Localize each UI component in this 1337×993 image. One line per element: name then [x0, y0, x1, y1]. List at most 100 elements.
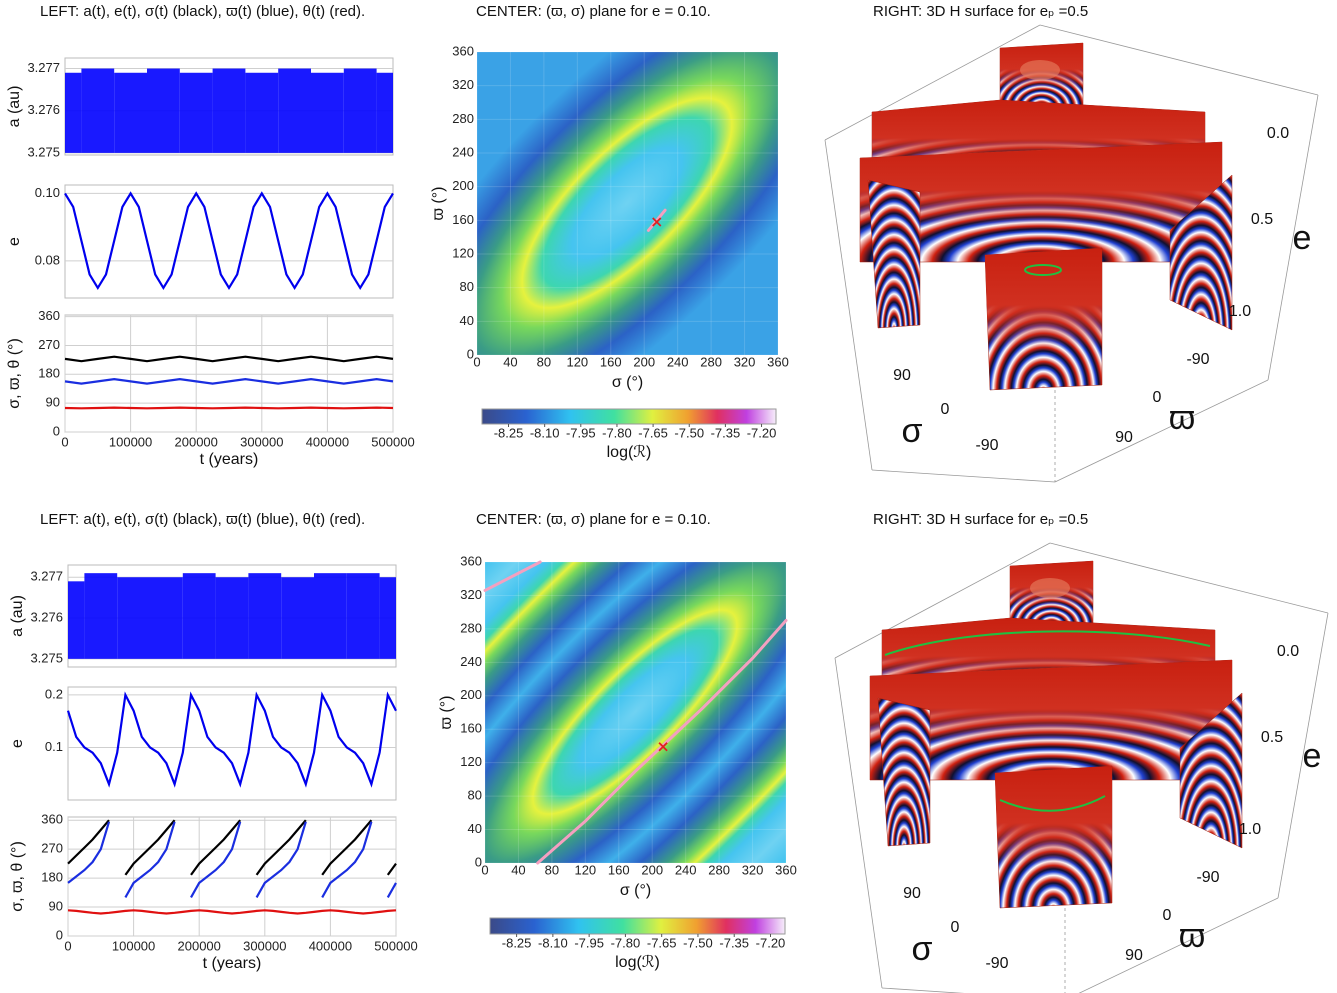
band-segment — [278, 69, 311, 153]
x-tick-label: 100000 — [112, 938, 155, 953]
x-tick-label: 500000 — [371, 434, 414, 449]
colorbar-tick-label: -7.35 — [719, 935, 749, 950]
box-edge — [1065, 898, 1278, 993]
colorbar-tick-label: -8.10 — [538, 935, 568, 950]
x-tick-label: 120 — [574, 862, 596, 877]
band-segment — [150, 577, 183, 659]
axis3d-label: 90 — [1115, 429, 1133, 446]
axis3d-label: 90 — [903, 885, 921, 902]
band-segment — [216, 577, 249, 659]
x-tick-label: 360 — [767, 354, 789, 369]
colorbar-tick-label: -7.80 — [611, 935, 641, 950]
axis3d-label: -90 — [1186, 351, 1209, 368]
band-segment — [344, 69, 377, 153]
band-segment — [65, 73, 81, 153]
contour-map — [477, 52, 778, 355]
x-tick-label: 280 — [700, 354, 722, 369]
y-axis-label: e — [6, 237, 23, 246]
y-tick-label: 240 — [460, 654, 482, 669]
band-segment — [314, 573, 347, 659]
axis3d-label: 0.0 — [1267, 125, 1289, 142]
y-tick-label: 40 — [460, 313, 474, 328]
colorbar-tick-label: -8.25 — [494, 425, 524, 440]
colorbar-tick-label: -8.10 — [530, 425, 560, 440]
y-tick-label: 200 — [460, 687, 482, 702]
contour-map — [485, 562, 786, 863]
surface-highlight — [1030, 578, 1070, 598]
x-tick-label: 300000 — [240, 434, 283, 449]
series-line — [65, 408, 393, 409]
y-axis-label: σ, ϖ, θ (°) — [9, 841, 26, 912]
axis3d-label: 0 — [951, 919, 960, 936]
x-tick-label: 0 — [473, 354, 480, 369]
band-segment — [347, 573, 380, 659]
y-tick-label: 360 — [38, 308, 60, 323]
surface-top — [995, 766, 1112, 908]
colorbar-tick-label: -7.20 — [756, 935, 786, 950]
y-tick-label: 270 — [41, 841, 63, 856]
colorbar-tick-label: -7.50 — [674, 425, 704, 440]
band-segment — [147, 69, 180, 153]
band-segment — [311, 73, 344, 153]
axis3d-label: 0 — [941, 401, 950, 418]
x-tick-label: 320 — [742, 862, 764, 877]
surface-slab — [868, 180, 920, 328]
axis3d-label: e — [1293, 219, 1312, 257]
band-segment — [213, 69, 246, 153]
plot-frame — [65, 315, 393, 432]
figure: 3.2753.2763.277a (au)LEFT: a(t), e(t), σ… — [0, 0, 1337, 993]
x-tick-label: 80 — [537, 354, 551, 369]
y-tick-label: 80 — [468, 788, 482, 803]
colorbar-tick-label: -7.20 — [747, 425, 777, 440]
y-tick-label: 80 — [460, 279, 474, 294]
x-tick-label: 160 — [600, 354, 622, 369]
x-tick-label: 0 — [64, 938, 71, 953]
y-tick-label: 270 — [38, 337, 60, 352]
axis3d-label: 0 — [1163, 907, 1172, 924]
y-tick-label: 3.277 — [27, 60, 60, 75]
x-tick-label: 500000 — [374, 938, 417, 953]
colorbar — [490, 918, 785, 934]
x-tick-label: 200 — [641, 862, 663, 877]
axis3d-label: 90 — [893, 367, 911, 384]
axis3d-label: 0.5 — [1261, 729, 1283, 746]
axis3d-label: 0.5 — [1251, 211, 1273, 228]
x-tick-label: 320 — [734, 354, 756, 369]
band-segment — [183, 573, 216, 659]
y-tick-label: 3.277 — [30, 569, 63, 584]
y-tick-label: 0 — [467, 346, 474, 361]
y-tick-label: 320 — [460, 587, 482, 602]
y-tick-label: 0.1 — [45, 739, 63, 754]
y-tick-label: 0 — [53, 423, 60, 438]
y-tick-label: 120 — [452, 245, 474, 260]
y-tick-label: 280 — [460, 620, 482, 635]
y-tick-label: 160 — [460, 721, 482, 736]
panel-title: CENTER: (ϖ, σ) plane for e = 0.10. — [476, 3, 711, 20]
y-tick-label: 280 — [452, 111, 474, 126]
y-tick-label: 0.08 — [35, 252, 60, 267]
box-edge — [882, 988, 1065, 993]
band-segment — [81, 69, 114, 153]
y-tick-label: 240 — [452, 144, 474, 159]
surface-top — [985, 248, 1102, 390]
x-tick-label: 400000 — [306, 434, 349, 449]
y-tick-label: 180 — [38, 366, 60, 381]
plot-frame — [68, 817, 396, 936]
axis3d-label: ϖ — [1169, 399, 1196, 437]
x-tick-label: 0 — [481, 862, 488, 877]
x-tick-label: 280 — [708, 862, 730, 877]
axis3d-label: -90 — [985, 955, 1008, 972]
x-tick-label: 100000 — [109, 434, 152, 449]
colorbar-tick-label: -7.50 — [683, 935, 713, 950]
colorbar-tick-label: -7.95 — [574, 935, 604, 950]
y-tick-label: 40 — [468, 821, 482, 836]
y-tick-label: 0 — [56, 927, 63, 942]
x-tick-label: 160 — [608, 862, 630, 877]
x-axis-label: σ (°) — [612, 374, 643, 391]
x-tick-label: 80 — [545, 862, 559, 877]
y-axis-label: a (au) — [9, 595, 26, 637]
x-tick-label: 200000 — [178, 938, 221, 953]
y-tick-label: 3.276 — [30, 609, 63, 624]
plot-frame — [68, 687, 396, 800]
axis3d-label: 1.0 — [1229, 303, 1251, 320]
